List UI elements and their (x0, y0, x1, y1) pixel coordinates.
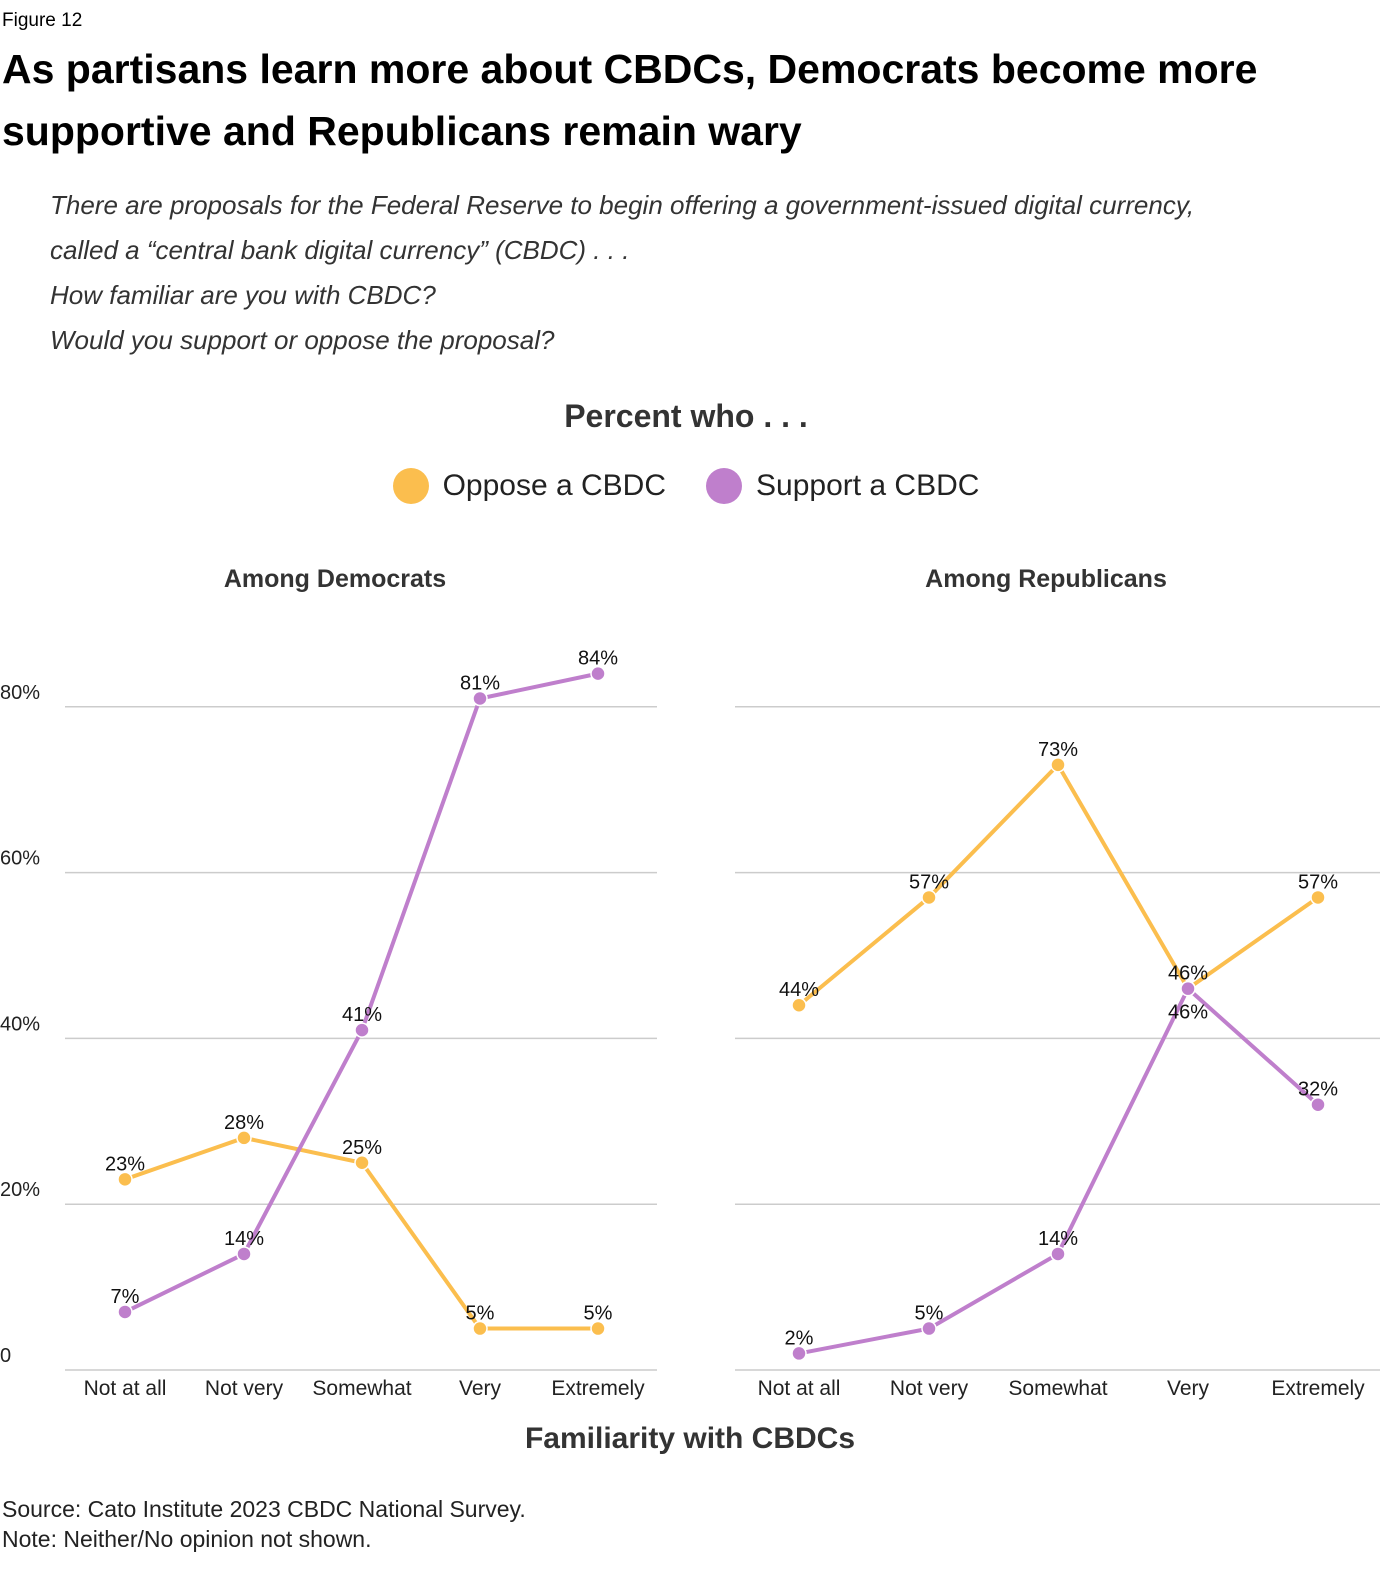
data-label: 7% (111, 1286, 140, 1308)
data-label: 5% (915, 1303, 944, 1325)
data-label: 14% (224, 1228, 264, 1250)
data-label: 28% (224, 1112, 264, 1134)
x-tick-label: Somewhat (312, 1377, 411, 1400)
subtitle-republicans: Among Republicans (925, 565, 1167, 593)
legend-label: Support a CBDC (756, 469, 980, 502)
legend-item-support: Support a CBDC (706, 468, 979, 504)
data-point (791, 1345, 807, 1362)
legend-item-oppose: Oppose a CBDC (392, 468, 666, 504)
data-label: 5% (466, 1303, 495, 1325)
data-label: 32% (1298, 1079, 1338, 1101)
data-point (1310, 889, 1326, 906)
data-point (590, 665, 606, 682)
data-point (791, 997, 807, 1013)
series-line-support (798, 985, 1320, 1356)
x-tick-label: Very (1167, 1377, 1210, 1400)
series-line-oppose (797, 761, 1320, 1007)
x-axis-title: Familiarity with CBDCs (524, 1422, 856, 1455)
series-line-support (124, 671, 599, 1314)
data-point (1050, 757, 1066, 773)
y-tick-label: 80% (0, 682, 40, 704)
data-point (354, 1022, 370, 1038)
legend-swatch (706, 468, 742, 504)
data-point (472, 1320, 488, 1337)
data-label: 41% (342, 1004, 382, 1026)
data-label: 25% (342, 1137, 382, 1159)
data-label: 57% (1298, 871, 1338, 893)
x-tick-label: Not very (890, 1377, 969, 1400)
data-point (921, 889, 937, 906)
data-point (472, 690, 488, 707)
data-label: 46% (1168, 1002, 1208, 1024)
question-line: How familiar are you with CBDC? (50, 280, 436, 310)
x-tick-label: Not at all (758, 1377, 841, 1400)
data-label: 46% (1168, 963, 1208, 985)
x-tick-label: Somewhat (1008, 1377, 1107, 1400)
data-label: 44% (779, 979, 819, 1001)
data-point (1050, 1246, 1066, 1262)
data-point (236, 1246, 252, 1262)
x-tick-label: Not very (205, 1377, 284, 1400)
data-label: 2% (785, 1327, 814, 1349)
data-point (921, 1320, 937, 1337)
x-tick-label: Extremely (551, 1377, 645, 1400)
data-point (117, 1171, 133, 1188)
question-line: called a “central bank digital currency”… (50, 235, 630, 265)
x-tick-label: Extremely (1271, 1377, 1365, 1400)
data-label: 5% (584, 1303, 613, 1325)
y-tick-label: 40% (0, 1013, 40, 1035)
note: Note: Neither/No opinion not shown. (2, 1526, 372, 1552)
data-point (117, 1304, 133, 1320)
question-line: Would you support or oppose the proposal… (50, 325, 555, 355)
figure-label: Figure 12 (2, 10, 83, 31)
data-point (236, 1130, 252, 1146)
y-tick-label: 60% (0, 848, 40, 870)
y-tick-label: 20% (0, 1179, 40, 1201)
data-label: 84% (578, 648, 618, 670)
data-point (590, 1320, 606, 1337)
x-tick-label: Very (459, 1377, 502, 1400)
data-point (1310, 1096, 1326, 1113)
legend: Oppose a CBDC Support a CBDC (0, 468, 1372, 504)
data-label: 73% (1038, 739, 1078, 761)
x-tick-label: Not at all (84, 1377, 167, 1400)
legend-label: Oppose a CBDC (442, 469, 666, 502)
subtitle-democrats: Among Democrats (223, 565, 447, 593)
data-label: 81% (460, 673, 500, 695)
data-point (1180, 980, 1196, 997)
data-label: 23% (105, 1153, 145, 1175)
chart-title: As partisans learn more about CBDCs, Dem… (2, 46, 1258, 154)
legend-swatch (392, 468, 429, 504)
source: Source: Cato Institute 2023 CBDC Nationa… (2, 1496, 526, 1522)
question-line: There are proposals for the Federal Rese… (50, 190, 1195, 220)
data-point (354, 1155, 370, 1171)
data-label: 57% (909, 871, 949, 893)
data-label: 14% (1038, 1228, 1078, 1250)
legend-header: Percent who . . . (564, 398, 808, 434)
y-tick-label: 0 (0, 1345, 11, 1367)
